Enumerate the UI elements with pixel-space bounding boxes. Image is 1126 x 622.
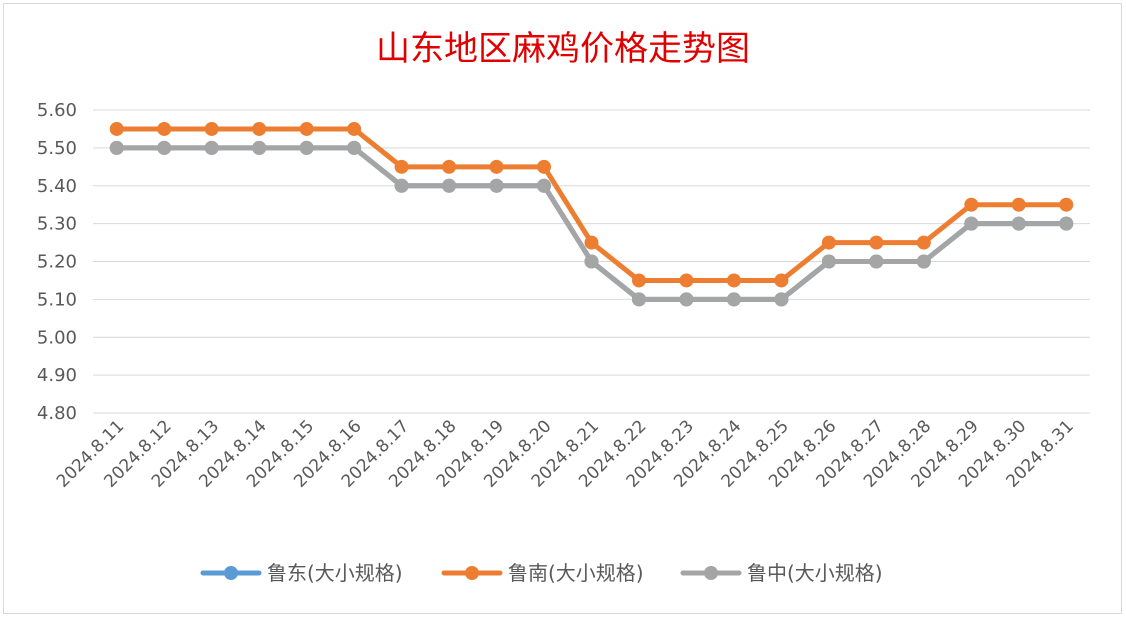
y-tick-label: 5.60 (37, 100, 77, 121)
data-point (964, 216, 979, 231)
legend-item: 鲁南(大小规格) (441, 561, 644, 585)
y-tick-label: 5.10 (37, 289, 77, 310)
data-point (347, 140, 362, 155)
data-point (537, 159, 552, 174)
legend: 鲁东(大小规格) 鲁南(大小规格) 鲁中(大小规格) (200, 561, 883, 585)
data-point (394, 159, 409, 174)
legend-label: 鲁东(大小规格) (267, 561, 403, 585)
data-point (394, 178, 409, 193)
data-point (157, 140, 172, 155)
series-layer (109, 121, 1074, 307)
data-point (537, 178, 552, 193)
data-point (869, 254, 884, 269)
data-point (916, 235, 931, 250)
y-axis-ticks: 5.60 5.50 5.40 5.30 5.20 5.10 5.00 4.90 4.80 (37, 100, 77, 424)
legend-marker (704, 566, 718, 580)
legend-marker (465, 566, 479, 580)
data-point (252, 121, 267, 136)
data-point (821, 254, 836, 269)
data-point (631, 292, 646, 307)
data-point (1059, 197, 1074, 212)
data-point (252, 140, 267, 155)
data-point (489, 178, 504, 193)
data-point (204, 140, 219, 155)
chart-border (3, 3, 1122, 614)
data-point (869, 235, 884, 250)
data-point (299, 140, 314, 155)
data-point (299, 121, 314, 136)
data-point (442, 178, 457, 193)
y-tick-label: 5.00 (37, 327, 77, 348)
data-point (204, 121, 219, 136)
data-point (109, 121, 124, 136)
chart-title: 山东地区麻鸡价格走势图 (376, 29, 750, 69)
data-point (679, 273, 694, 288)
data-point (774, 292, 789, 307)
y-tick-label: 5.30 (37, 214, 77, 235)
data-point (679, 292, 694, 307)
series-2 (109, 121, 1074, 288)
legend-item: 鲁中(大小规格) (680, 561, 883, 585)
y-tick-label: 4.90 (37, 365, 77, 386)
data-point (347, 121, 362, 136)
data-point (774, 273, 789, 288)
data-point (821, 235, 836, 250)
data-point (489, 159, 504, 174)
series-3 (109, 140, 1074, 307)
legend-item: 鲁东(大小规格) (200, 561, 403, 585)
data-point (442, 159, 457, 174)
data-point (726, 273, 741, 288)
legend-marker (224, 566, 238, 580)
data-point (1011, 216, 1026, 231)
data-point (726, 292, 741, 307)
data-point (964, 197, 979, 212)
data-point (1011, 197, 1026, 212)
data-point (109, 140, 124, 155)
data-point (584, 254, 599, 269)
y-tick-label: 5.50 (37, 138, 77, 159)
y-tick-label: 5.40 (37, 176, 77, 197)
legend-label: 鲁南(大小规格) (508, 561, 644, 585)
legend-label: 鲁中(大小规格) (747, 561, 883, 585)
data-point (584, 235, 599, 250)
data-point (631, 273, 646, 288)
y-tick-label: 5.20 (37, 252, 77, 273)
data-point (1059, 216, 1074, 231)
data-point (916, 254, 931, 269)
data-point (157, 121, 172, 136)
y-tick-label: 4.80 (37, 403, 77, 424)
